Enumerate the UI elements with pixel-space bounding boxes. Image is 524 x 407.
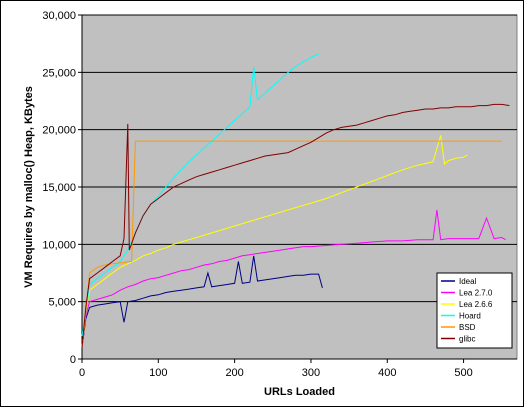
y-tick-label: 15,000 bbox=[42, 182, 76, 194]
y-tick-label: 5,000 bbox=[48, 297, 76, 309]
y-axis-title: VM Requires by malloc() Heap, KBytes bbox=[23, 86, 35, 288]
legend-label: BSD bbox=[459, 323, 476, 332]
legend-label: Ideal bbox=[459, 277, 477, 286]
y-tick-label: 30,000 bbox=[42, 10, 76, 22]
x-tick-label: 400 bbox=[378, 367, 396, 379]
x-tick-label: 500 bbox=[454, 367, 472, 379]
y-tick-label: 10,000 bbox=[42, 239, 76, 251]
legend-label: glibc bbox=[459, 335, 475, 344]
y-tick-label: 0 bbox=[70, 354, 76, 366]
legend-label: Lea 2.7.0 bbox=[459, 289, 493, 298]
x-axis-title: URLs Loaded bbox=[264, 386, 335, 398]
x-tick-label: 200 bbox=[225, 367, 243, 379]
legend-label: Lea 2.6.6 bbox=[459, 300, 493, 309]
y-tick-label: 25,000 bbox=[42, 67, 76, 79]
x-tick-label: 300 bbox=[302, 367, 320, 379]
y-tick-label: 20,000 bbox=[42, 125, 76, 137]
x-tick-label: 0 bbox=[79, 367, 85, 379]
legend-label: Hoard bbox=[459, 312, 481, 321]
x-tick-label: 100 bbox=[149, 367, 167, 379]
